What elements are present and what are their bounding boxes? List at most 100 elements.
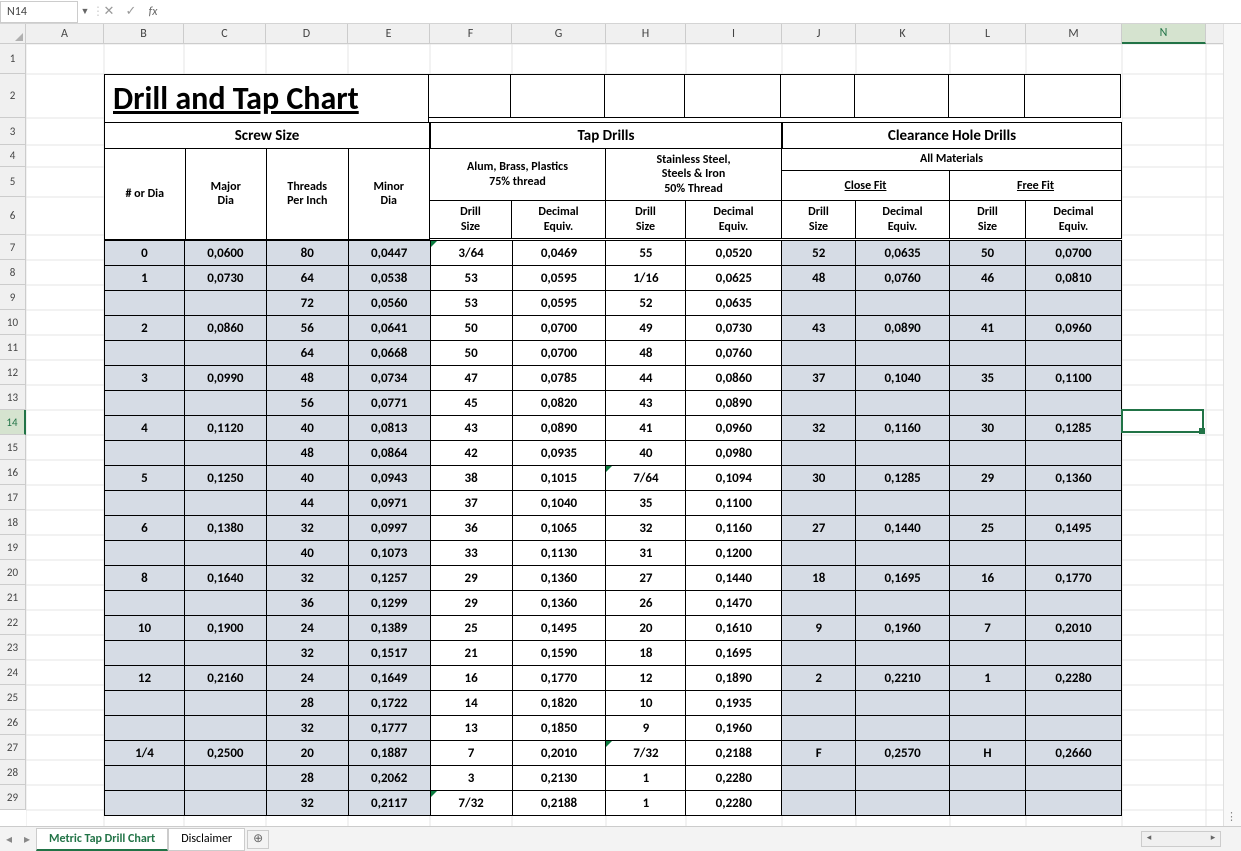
data-cell[interactable]: 0,2280	[1025, 666, 1121, 691]
data-cell[interactable]	[184, 791, 266, 816]
data-cell[interactable]: 0,0447	[348, 241, 430, 266]
data-cell[interactable]	[1025, 291, 1121, 316]
data-cell[interactable]	[184, 291, 266, 316]
data-cell[interactable]	[782, 641, 856, 666]
data-cell[interactable]	[856, 791, 950, 816]
data-cell[interactable]: 43	[782, 316, 856, 341]
data-cell[interactable]: 0,0820	[512, 391, 606, 416]
data-cell[interactable]	[1025, 591, 1121, 616]
data-cell[interactable]: 0,2570	[856, 741, 950, 766]
data-cell[interactable]: 1	[606, 766, 686, 791]
data-cell[interactable]: 53	[430, 291, 512, 316]
data-cell[interactable]	[105, 641, 185, 666]
data-cell[interactable]: 0,1250	[184, 466, 266, 491]
data-cell[interactable]: 64	[266, 266, 348, 291]
data-cell[interactable]: 72	[266, 291, 348, 316]
data-cell[interactable]: 0,0595	[512, 266, 606, 291]
data-cell[interactable]	[782, 291, 856, 316]
data-cell[interactable]: 1/4	[105, 741, 185, 766]
data-cell[interactable]: 0,1890	[686, 666, 782, 691]
data-cell[interactable]: 48	[782, 266, 856, 291]
vertical-scrollbar[interactable]	[1223, 24, 1241, 826]
data-cell[interactable]: 6	[105, 516, 185, 541]
data-cell[interactable]: 1	[606, 791, 686, 816]
data-cell[interactable]: 80	[266, 241, 348, 266]
scroll-right-icon[interactable]: ▸	[1206, 832, 1220, 846]
data-cell[interactable]	[782, 441, 856, 466]
row-header-23[interactable]: 23	[0, 635, 26, 660]
data-cell[interactable]: 24	[266, 616, 348, 641]
data-cell[interactable]: 0,1649	[348, 666, 430, 691]
data-cell[interactable]: 53	[430, 266, 512, 291]
data-cell[interactable]: 55	[606, 241, 686, 266]
data-cell[interactable]	[105, 441, 185, 466]
row-header-20[interactable]: 20	[0, 560, 26, 585]
data-cell[interactable]: 0,1094	[686, 466, 782, 491]
horizontal-scrollbar[interactable]: ◂ ▸	[1141, 831, 1221, 847]
data-cell[interactable]: 36	[430, 516, 512, 541]
data-cell[interactable]: 56	[266, 391, 348, 416]
data-cell[interactable]	[950, 591, 1026, 616]
data-cell[interactable]: 32	[266, 716, 348, 741]
row-header-18[interactable]: 18	[0, 510, 26, 535]
data-cell[interactable]	[105, 591, 185, 616]
data-cell[interactable]	[105, 766, 185, 791]
data-cell[interactable]: 0	[105, 241, 185, 266]
data-cell[interactable]: 0,0668	[348, 341, 430, 366]
data-cell[interactable]: 0,0810	[1025, 266, 1121, 291]
data-cell[interactable]: 56	[266, 316, 348, 341]
column-header-F[interactable]: F	[430, 24, 512, 44]
data-cell[interactable]	[950, 791, 1026, 816]
data-cell[interactable]: 0,0595	[512, 291, 606, 316]
row-header-11[interactable]: 11	[0, 335, 26, 360]
data-cell[interactable]	[856, 291, 950, 316]
data-cell[interactable]: 0,1389	[348, 616, 430, 641]
data-cell[interactable]: 36	[266, 591, 348, 616]
column-header-B[interactable]: B	[104, 24, 184, 44]
data-cell[interactable]: 0,0560	[348, 291, 430, 316]
data-cell[interactable]	[950, 541, 1026, 566]
data-cell[interactable]: 48	[606, 341, 686, 366]
data-cell[interactable]: 16	[430, 666, 512, 691]
data-cell[interactable]	[184, 391, 266, 416]
column-header-M[interactable]: M	[1026, 24, 1122, 44]
row-header-16[interactable]: 16	[0, 460, 26, 485]
data-cell[interactable]: 52	[782, 241, 856, 266]
data-cell[interactable]	[1025, 441, 1121, 466]
data-cell[interactable]	[1025, 691, 1121, 716]
data-cell[interactable]	[184, 766, 266, 791]
data-cell[interactable]: 0,1770	[512, 666, 606, 691]
data-cell[interactable]: 0,0890	[512, 416, 606, 441]
data-cell[interactable]	[184, 341, 266, 366]
tab-nav-prev-icon[interactable]: ◂	[0, 832, 18, 847]
data-cell[interactable]: 43	[430, 416, 512, 441]
data-cell[interactable]: 4	[105, 416, 185, 441]
data-cell[interactable]: 0,1200	[686, 541, 782, 566]
data-cell[interactable]: 48	[266, 441, 348, 466]
data-cell[interactable]: 0,0990	[184, 366, 266, 391]
name-box-dropdown-icon[interactable]: ▼	[78, 6, 92, 17]
row-header-26[interactable]: 26	[0, 710, 26, 735]
data-cell[interactable]	[1025, 766, 1121, 791]
data-cell[interactable]	[1025, 641, 1121, 666]
data-cell[interactable]: 45	[430, 391, 512, 416]
data-cell[interactable]: 10	[105, 616, 185, 641]
data-cell[interactable]: 48	[266, 366, 348, 391]
row-header-14[interactable]: 14	[0, 410, 26, 435]
data-cell[interactable]: 0,0700	[1025, 241, 1121, 266]
data-cell[interactable]: 0,1120	[184, 416, 266, 441]
data-cell[interactable]: 35	[950, 366, 1026, 391]
data-cell[interactable]: 0,1299	[348, 591, 430, 616]
data-cell[interactable]: 0,0860	[184, 316, 266, 341]
data-cell[interactable]	[184, 541, 266, 566]
data-cell[interactable]: 32	[266, 516, 348, 541]
data-cell[interactable]	[105, 491, 185, 516]
row-header-13[interactable]: 13	[0, 385, 26, 410]
data-cell[interactable]: 13	[430, 716, 512, 741]
data-cell[interactable]: 0,1935	[686, 691, 782, 716]
data-cell[interactable]: 0,0813	[348, 416, 430, 441]
data-cell[interactable]	[950, 441, 1026, 466]
row-header-24[interactable]: 24	[0, 660, 26, 685]
data-cell[interactable]: 0,1850	[512, 716, 606, 741]
data-cell[interactable]: 0,0760	[686, 341, 782, 366]
